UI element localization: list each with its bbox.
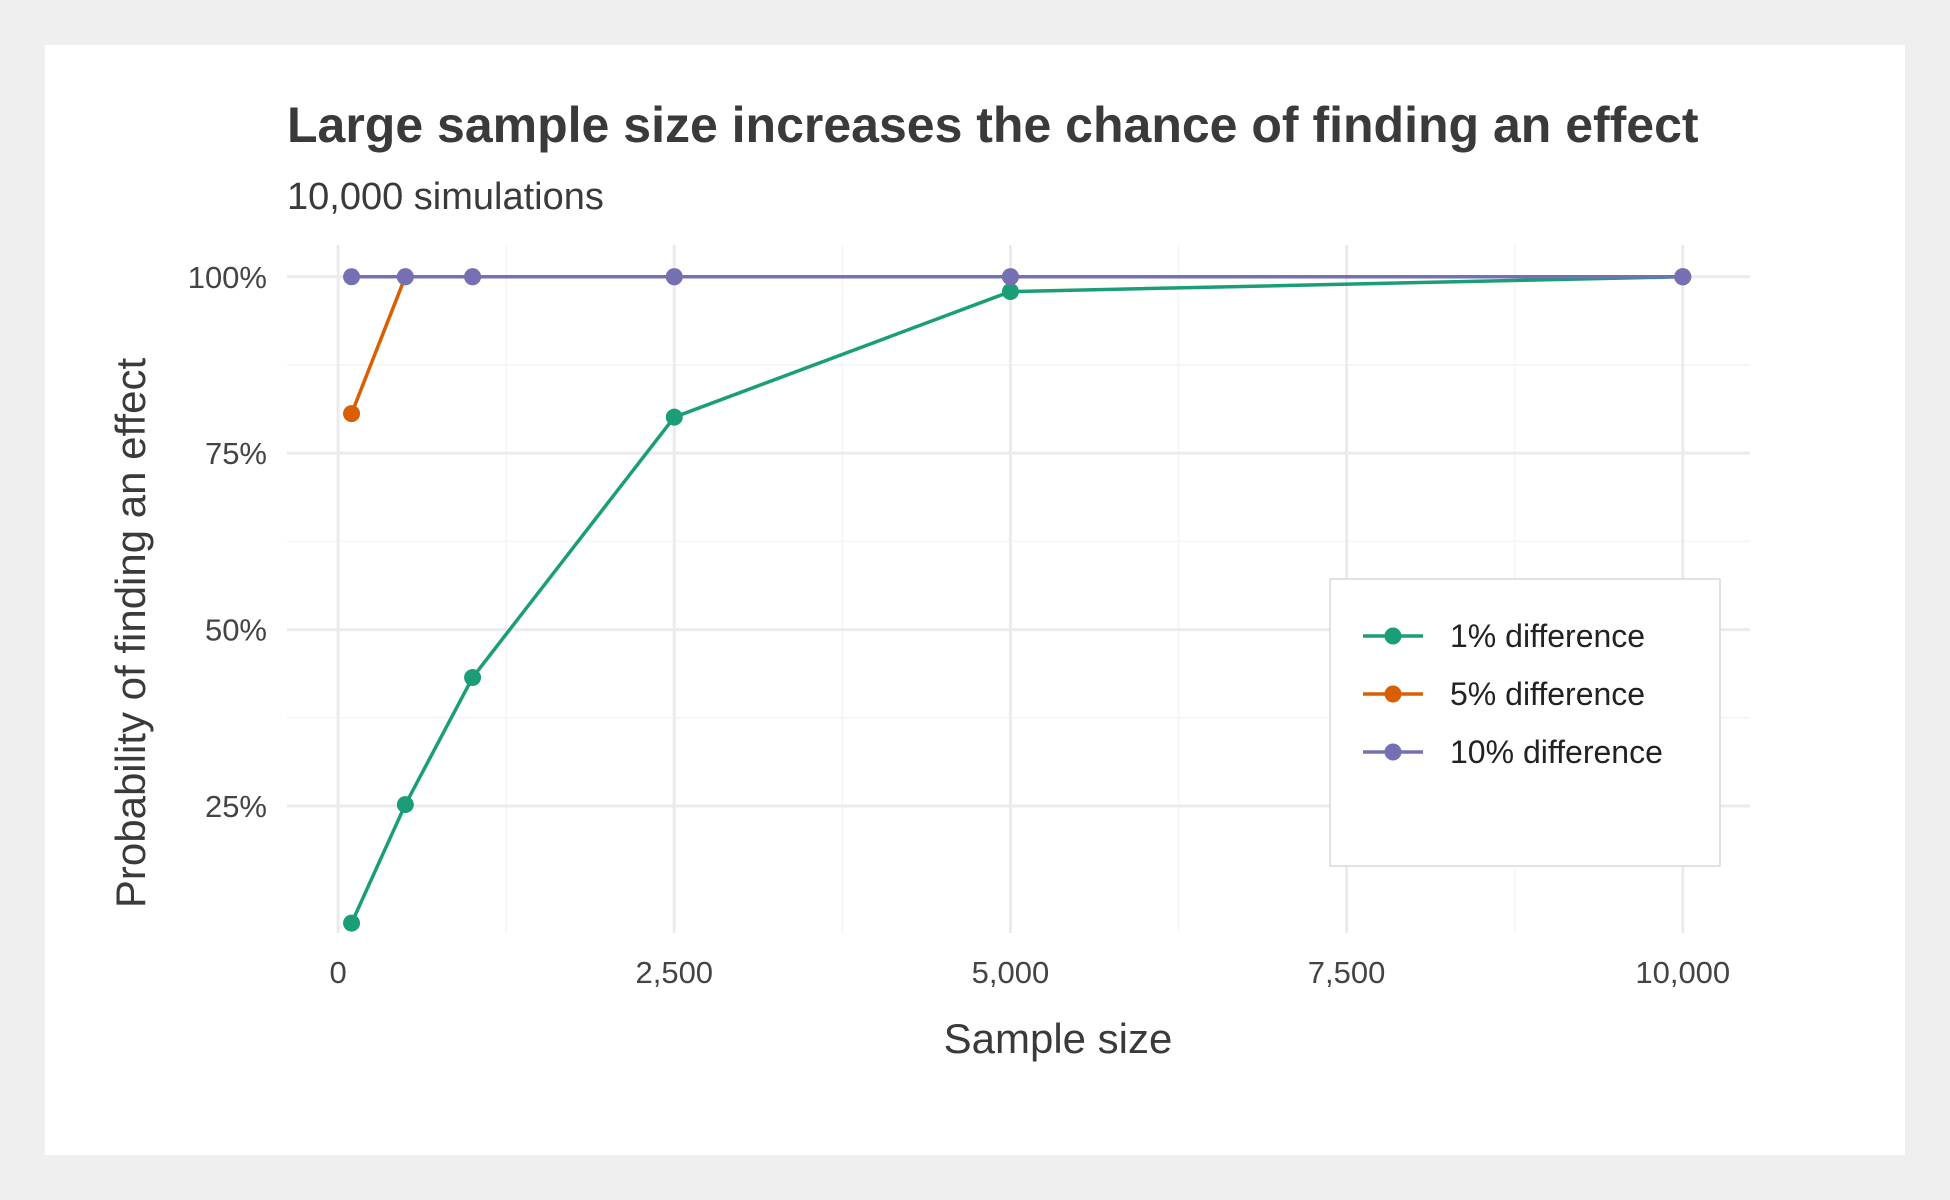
x-axis-title: Sample size [944,1015,1173,1062]
x-tick-label: 10,000 [1635,955,1730,990]
y-axis-title: Probability of finding an effect [107,358,154,909]
x-tick-label: 7,500 [1308,955,1386,990]
data-point [1674,268,1692,286]
data-point [464,268,482,286]
x-tick-label: 2,500 [635,955,713,990]
data-point [464,669,482,687]
x-tick-label: 0 [329,955,346,990]
legend-key-point [1384,627,1402,645]
y-tick-label: 50% [205,613,267,648]
data-point [396,268,414,286]
legend-box [1329,578,1721,867]
chart: Large sample size increases the chance o… [107,97,1750,1062]
chart-card: Large sample size increases the chance o… [45,45,1905,1155]
legend: 1% difference 5% difference 10% difference [1329,578,1721,867]
series-line-2 [349,275,1683,415]
legend-label: 10% difference [1450,734,1663,770]
data-point [665,408,683,426]
data-point [1001,268,1019,286]
legend-key-point [1384,743,1402,761]
data-point [343,914,361,932]
data-series [343,268,1692,932]
chart-title: Large sample size increases the chance o… [287,97,1699,153]
legend-label: 1% difference [1450,618,1645,654]
y-tick-label: 75% [205,436,267,471]
legend-key-point [1384,685,1402,703]
data-point [396,796,414,814]
data-point [665,268,683,286]
legend-label: 5% difference [1450,676,1645,712]
data-point [1001,283,1019,301]
y-tick-label: 100% [188,260,267,295]
series-line-1 [349,275,1683,924]
data-point [343,268,361,286]
tick-labels: 0 2,500 5,000 7,500 10,000 25% 50% 75% 100% [188,260,1730,990]
chart-subtitle: 10,000 simulations [287,176,604,218]
y-tick-label: 25% [205,789,267,824]
x-tick-label: 5,000 [972,955,1050,990]
data-point [343,405,361,423]
